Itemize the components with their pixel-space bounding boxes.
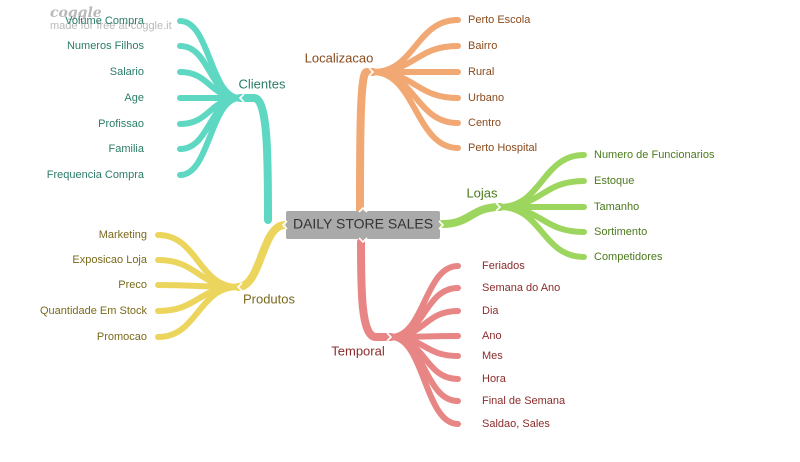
lojas-leaf[interactable]: Sortimento bbox=[594, 226, 647, 238]
root-node-box bbox=[286, 211, 440, 239]
clientes-leaf[interactable]: Familia bbox=[109, 143, 145, 155]
temporal-trunk bbox=[357, 238, 395, 341]
lojas-leaf-connector bbox=[497, 204, 587, 260]
localizacao-leaf[interactable]: Bairro bbox=[468, 40, 497, 52]
temporal-leaf[interactable]: Saldao, Sales bbox=[482, 418, 550, 430]
lojas-branch-label[interactable]: Lojas bbox=[466, 185, 498, 200]
produtos-hub-marker bbox=[236, 282, 243, 292]
clientes-leaf-connector bbox=[177, 95, 243, 178]
produtos-leaf[interactable]: Preco bbox=[118, 279, 147, 291]
produtos-branch-label[interactable]: Produtos bbox=[243, 291, 296, 306]
clientes-leaf[interactable]: Frequencia Compra bbox=[47, 169, 145, 181]
clientes-leaf[interactable]: Age bbox=[124, 92, 144, 104]
root-connector-marker bbox=[438, 220, 445, 230]
produtos-leaf[interactable]: Exposicao Loja bbox=[72, 254, 147, 266]
lojas-leaf[interactable]: Numero de Funcionarios bbox=[594, 149, 715, 161]
clientes-leaf[interactable]: Profissao bbox=[98, 118, 144, 130]
temporal-leaf[interactable]: Feriados bbox=[482, 260, 525, 272]
temporal-leaf[interactable]: Final de Semana bbox=[482, 395, 566, 407]
localizacao-branch-label[interactable]: Localizacao bbox=[305, 50, 374, 65]
localizacao-leaf[interactable]: Urbano bbox=[468, 92, 504, 104]
root-connector-marker bbox=[358, 237, 368, 244]
produtos-leaf[interactable]: Marketing bbox=[99, 229, 147, 241]
localizacao-hub-marker bbox=[368, 67, 375, 77]
lojas-leaf[interactable]: Estoque bbox=[594, 175, 634, 187]
clientes-leaf[interactable]: Volume Compra bbox=[65, 15, 145, 27]
root-node[interactable]: DAILY STORE SALES bbox=[281, 206, 445, 244]
localizacao-leaf[interactable]: Perto Escola bbox=[468, 14, 531, 26]
coggle-logo: coggle bbox=[50, 5, 102, 21]
clientes-leaf[interactable]: Salario bbox=[110, 66, 144, 78]
clientes-trunk bbox=[236, 94, 272, 224]
localizacao-leaf[interactable]: Perto Hospital bbox=[468, 142, 537, 154]
temporal-leaf[interactable]: Mes bbox=[482, 350, 503, 362]
root-connector-marker bbox=[358, 206, 368, 213]
produtos-trunk bbox=[234, 221, 289, 291]
clientes-branch-label[interactable]: Clientes bbox=[239, 76, 286, 91]
produtos-leaf[interactable]: Quantidade Em Stock bbox=[40, 305, 148, 317]
produtos-leaf-connector bbox=[155, 284, 241, 340]
root-connector-marker bbox=[281, 220, 288, 230]
localizacao-leaf[interactable]: Centro bbox=[468, 117, 501, 129]
localizacao-leaf[interactable]: Rural bbox=[468, 66, 494, 78]
clientes-leaf[interactable]: Numeros Filhos bbox=[67, 40, 145, 52]
coggle-tagline: made for free at coggle.it bbox=[50, 20, 172, 32]
temporal-branch-label[interactable]: Temporal bbox=[331, 343, 385, 358]
lojas-trunk bbox=[438, 203, 504, 228]
localizacao-leaf-connector bbox=[370, 69, 461, 151]
temporal-hub-marker bbox=[386, 332, 393, 342]
produtos-leaf[interactable]: Promocao bbox=[97, 331, 147, 343]
temporal-leaf[interactable]: Dia bbox=[482, 305, 499, 317]
mind-map-nodes: Volume Compra Numeros Filhos Salario Age Pro… bbox=[40, 14, 715, 430]
root-node-label: DAILY STORE SALES bbox=[293, 216, 433, 232]
clientes-hub-marker bbox=[238, 93, 245, 103]
branch-connectors bbox=[155, 17, 587, 427]
coggle-watermark: coggle made for free at coggle.it bbox=[50, 6, 172, 32]
temporal-leaf[interactable]: Hora bbox=[482, 373, 507, 385]
lojas-hub-marker bbox=[495, 202, 502, 212]
lojas-leaf[interactable]: Competidores bbox=[594, 251, 663, 263]
localizacao-trunk bbox=[356, 68, 377, 214]
temporal-leaf-connector bbox=[388, 334, 461, 427]
temporal-leaf[interactable]: Ano bbox=[482, 330, 502, 342]
temporal-leaf[interactable]: Semana do Ano bbox=[482, 282, 560, 294]
lojas-leaf[interactable]: Tamanho bbox=[594, 201, 639, 213]
